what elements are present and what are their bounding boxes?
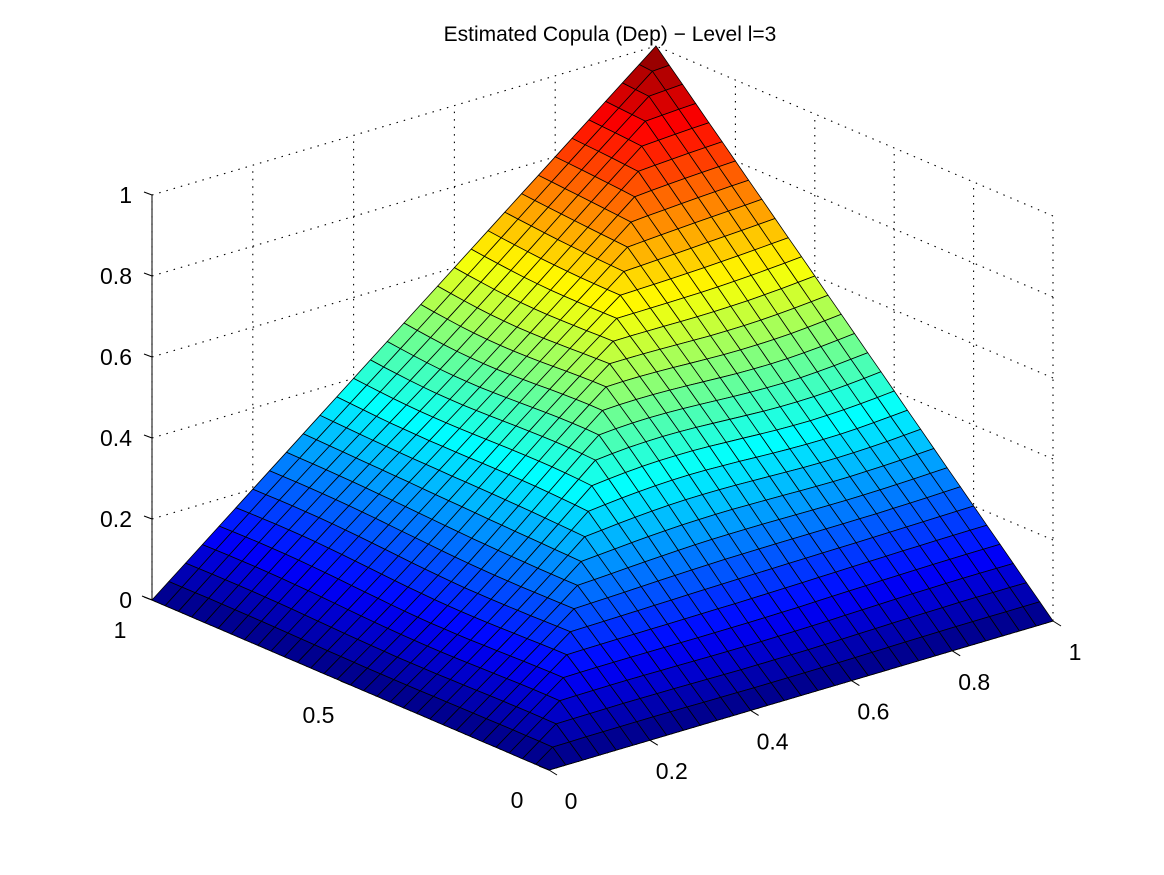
y-tick-label: 1 — [114, 617, 127, 643]
chart-title: Estimated Copula (Dep) − Level l=3 — [444, 23, 777, 46]
surface-mesh — [151, 45, 1054, 771]
z-tick-mark — [143, 353, 153, 358]
x-tick-mark — [851, 680, 860, 687]
x-tick-mark — [951, 650, 961, 657]
z-tick-label: 0.4 — [100, 425, 132, 451]
gridline-z-back — [151, 207, 657, 358]
x-tick-mark — [649, 739, 659, 746]
z-tick-mark — [143, 434, 153, 439]
gridline-z-back — [151, 45, 657, 196]
x-tick-mark — [1052, 620, 1062, 627]
x-tick-label: 0 — [565, 788, 578, 814]
z-tick-mark — [143, 515, 153, 520]
y-tick-label: 0 — [511, 787, 524, 813]
z-tick-label: 1 — [119, 182, 132, 208]
y-tick-label: 0.5 — [303, 702, 335, 728]
z-tick-mark — [143, 272, 153, 277]
z-tick-mark — [143, 191, 153, 196]
x-tick-label: 0.4 — [757, 728, 789, 754]
z-tick-label: 0 — [119, 587, 132, 613]
x-tick-label: 1 — [1069, 639, 1082, 665]
y-tick-mark — [340, 680, 351, 686]
x-tick-mark — [750, 709, 759, 716]
z-tick-label: 0.2 — [100, 506, 132, 532]
z-tick-label: 0.6 — [100, 344, 132, 370]
x-tick-mark — [548, 769, 558, 776]
x-tick-label: 0.6 — [857, 699, 889, 725]
z-tick-label: 0.8 — [100, 263, 132, 289]
z-tick-mark — [143, 596, 153, 601]
x-tick-label: 0.2 — [656, 758, 688, 784]
gridline-z-back — [151, 126, 657, 277]
x-tick-label: 0.8 — [958, 669, 990, 695]
tick-labels: 0 0.2 0.4 0.6 0.8 1 0 0.5 1 0 0.2 0.4 0.6 0.8 1 — [100, 182, 1081, 814]
y-tick-mark — [538, 765, 550, 771]
tick-marks — [141, 191, 1062, 776]
